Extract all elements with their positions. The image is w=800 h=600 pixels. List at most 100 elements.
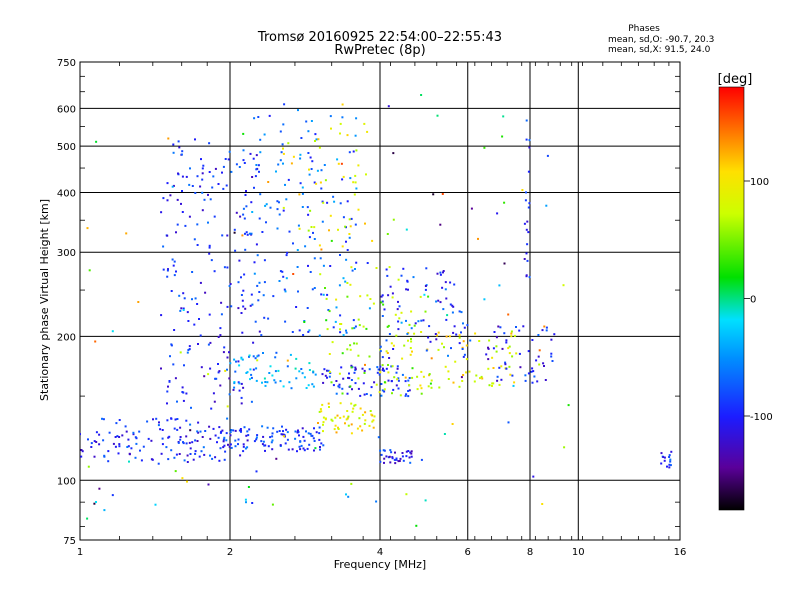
data-point bbox=[407, 395, 410, 398]
data-point bbox=[363, 393, 366, 396]
data-point bbox=[160, 452, 163, 455]
data-point bbox=[271, 448, 274, 451]
data-point bbox=[462, 322, 464, 325]
data-point bbox=[349, 385, 352, 388]
data-point bbox=[306, 447, 309, 450]
data-point bbox=[408, 456, 411, 459]
data-point bbox=[400, 311, 403, 314]
data-point bbox=[262, 435, 265, 438]
data-point bbox=[307, 229, 310, 232]
data-point bbox=[323, 368, 326, 371]
data-point bbox=[199, 334, 202, 337]
data-point bbox=[107, 460, 110, 463]
data-point bbox=[258, 170, 260, 173]
data-point bbox=[401, 357, 404, 360]
data-point bbox=[428, 374, 431, 377]
data-point bbox=[263, 281, 266, 284]
data-point bbox=[545, 326, 548, 329]
data-point bbox=[404, 380, 407, 383]
data-point bbox=[382, 449, 385, 452]
data-point bbox=[532, 370, 535, 373]
data-point bbox=[307, 264, 309, 267]
data-point bbox=[361, 413, 364, 416]
data-point bbox=[301, 206, 304, 208]
data-point bbox=[239, 428, 242, 430]
data-point bbox=[320, 187, 323, 190]
data-point bbox=[186, 480, 188, 483]
data-point bbox=[443, 433, 446, 435]
data-point bbox=[350, 379, 353, 381]
data-point bbox=[355, 187, 358, 190]
data-point bbox=[101, 417, 103, 420]
data-point bbox=[491, 384, 493, 387]
data-point bbox=[295, 306, 298, 308]
data-point bbox=[245, 372, 248, 374]
x-tick-label: 8 bbox=[527, 547, 533, 558]
data-point bbox=[399, 394, 402, 397]
data-point bbox=[341, 392, 344, 395]
data-point bbox=[345, 493, 347, 496]
data-point bbox=[226, 368, 228, 371]
data-point bbox=[198, 318, 200, 320]
data-point bbox=[475, 374, 478, 377]
data-point bbox=[324, 418, 327, 421]
data-point bbox=[463, 353, 466, 356]
data-point bbox=[117, 452, 120, 455]
data-point bbox=[392, 388, 395, 391]
y-tick-label: 75 bbox=[63, 536, 76, 547]
data-point bbox=[463, 326, 466, 329]
data-point bbox=[348, 151, 351, 154]
data-point bbox=[285, 198, 288, 201]
data-point bbox=[103, 454, 106, 457]
data-point bbox=[296, 450, 298, 453]
data-point bbox=[430, 357, 433, 360]
data-point bbox=[409, 353, 412, 356]
data-point bbox=[405, 450, 408, 453]
data-point bbox=[445, 297, 448, 300]
data-point bbox=[298, 193, 301, 196]
data-point bbox=[454, 360, 457, 363]
data-point bbox=[173, 427, 176, 430]
colorbar bbox=[718, 86, 745, 511]
data-point bbox=[271, 435, 274, 438]
data-point bbox=[243, 162, 246, 164]
data-point bbox=[458, 310, 461, 313]
data-point bbox=[354, 268, 356, 270]
data-point bbox=[330, 127, 332, 130]
data-point bbox=[125, 430, 128, 433]
data-point bbox=[383, 449, 386, 452]
data-point bbox=[462, 340, 465, 343]
data-point bbox=[531, 339, 534, 341]
data-point bbox=[666, 465, 668, 468]
data-point bbox=[278, 213, 281, 216]
data-point bbox=[379, 371, 382, 374]
chart-subtitle: RwPretec (8p) bbox=[334, 43, 425, 58]
data-point bbox=[425, 267, 428, 270]
data-point bbox=[270, 441, 273, 444]
data-point bbox=[359, 407, 362, 410]
data-point bbox=[375, 500, 378, 503]
data-point bbox=[395, 458, 398, 461]
data-point bbox=[329, 214, 332, 217]
data-point bbox=[391, 392, 393, 395]
data-point bbox=[551, 360, 554, 362]
data-point bbox=[387, 364, 389, 366]
data-point bbox=[198, 455, 201, 458]
data-point bbox=[322, 293, 325, 296]
data-point bbox=[180, 153, 183, 156]
data-point bbox=[537, 334, 540, 336]
data-point bbox=[177, 140, 180, 143]
data-point bbox=[370, 413, 373, 416]
data-point bbox=[237, 443, 239, 446]
data-point bbox=[313, 427, 315, 430]
data-point bbox=[296, 249, 299, 251]
data-point bbox=[302, 334, 305, 336]
data-point bbox=[315, 431, 318, 434]
data-point bbox=[308, 173, 311, 176]
data-point bbox=[182, 307, 185, 310]
data-point bbox=[324, 374, 327, 377]
data-point bbox=[124, 425, 127, 428]
data-point bbox=[332, 326, 335, 329]
data-point bbox=[496, 375, 499, 378]
data-point bbox=[491, 382, 494, 385]
